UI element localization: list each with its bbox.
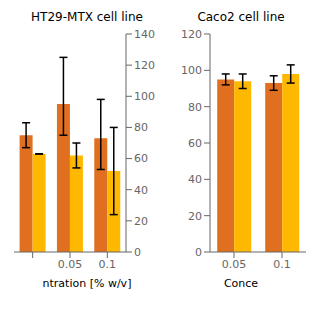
svg-text:120: 120 <box>181 28 202 41</box>
svg-text:80: 80 <box>134 121 148 134</box>
svg-text:0.1: 0.1 <box>99 258 117 271</box>
svg-text:100: 100 <box>134 90 155 103</box>
html-text:Conce: Conce <box>223 277 259 290</box>
svg-text:60: 60 <box>188 137 202 150</box>
svg-text:120: 120 <box>134 59 155 72</box>
svg-text:20: 20 <box>188 210 202 223</box>
svg-text:0.1: 0.1 <box>273 258 291 271</box>
svg-text:0: 0 <box>134 246 141 259</box>
html-text:ntration [% w/v]: ntration [% w/v] <box>42 277 132 290</box>
svg-text:0.05: 0.05 <box>58 258 83 271</box>
svg-text:60: 60 <box>134 152 148 165</box>
svg-text:0: 0 <box>195 246 202 259</box>
html-text:HT29-MTX cell line: HT29-MTX cell line <box>31 10 143 24</box>
svg-text:80: 80 <box>188 101 202 114</box>
svg-text:100: 100 <box>181 64 202 77</box>
svg-text:40: 40 <box>188 173 202 186</box>
svg-text:40: 40 <box>134 184 148 197</box>
html-text:Caco2 cell line: Caco2 cell line <box>197 10 285 24</box>
svg-text:20: 20 <box>134 215 148 228</box>
svg-text:140: 140 <box>134 28 155 41</box>
svg-text:0.05: 0.05 <box>222 258 247 271</box>
